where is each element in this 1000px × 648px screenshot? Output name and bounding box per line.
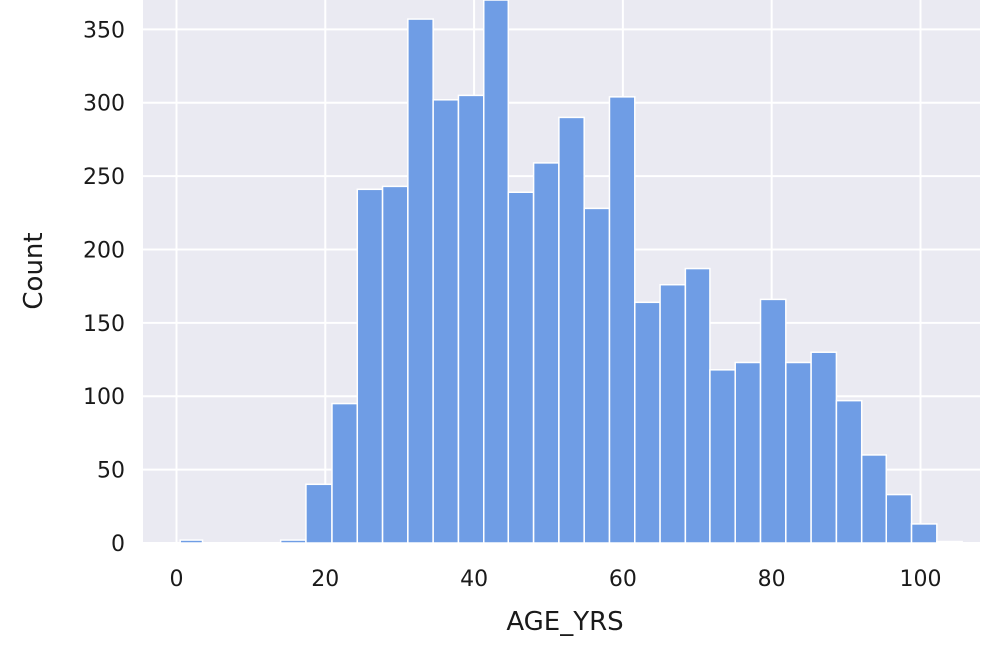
y-tick-label: 300 [83, 92, 125, 117]
histogram-bar [457, 94, 485, 544]
histogram-bar [305, 483, 333, 544]
x-tick-label: 20 [311, 567, 339, 592]
x-tick-label: 60 [609, 567, 637, 592]
y-tick-label: 200 [83, 238, 125, 263]
y-tick-labels: 0 50 100 150 200 250 300 350 [83, 18, 125, 557]
y-tick-label: 100 [83, 385, 125, 410]
histogram-bar [785, 361, 812, 544]
x-tick-label: 40 [460, 567, 488, 592]
histogram-bar [331, 402, 359, 544]
x-tick-labels: 0 20 40 60 80 100 [169, 567, 941, 592]
histogram-bar [835, 399, 863, 544]
histogram-bar [810, 351, 838, 544]
histogram-bars [179, 0, 963, 544]
histogram-bar [279, 539, 307, 544]
x-tick-label: 100 [899, 567, 941, 592]
y-tick-label: 150 [83, 312, 125, 337]
histogram-bar [407, 18, 434, 544]
histogram-bar [860, 454, 888, 544]
histogram-bar [558, 116, 585, 544]
histogram-bar [734, 361, 762, 544]
histogram-bar [759, 298, 787, 544]
y-tick-label: 0 [111, 532, 125, 557]
histogram-bar [432, 99, 460, 544]
histogram-bar [910, 523, 938, 544]
histogram-bar [356, 188, 384, 544]
histogram-bar [179, 539, 204, 544]
histogram-bar [381, 185, 409, 544]
histogram-bar [507, 191, 535, 544]
histogram-bar [608, 96, 636, 544]
x-tick-label: 0 [169, 567, 183, 592]
histogram-bar [634, 301, 661, 544]
histogram-bar [936, 540, 963, 544]
x-axis-label: AGE_YRS [506, 607, 623, 637]
histogram-bar [532, 162, 560, 544]
y-axis-label: Count [19, 232, 49, 309]
histogram-bar [709, 369, 736, 544]
histogram-bar [483, 0, 510, 544]
y-tick-label: 350 [83, 18, 125, 43]
y-tick-label: 250 [83, 165, 125, 190]
x-tick-label: 80 [758, 567, 786, 592]
histogram-bar [659, 283, 687, 544]
y-tick-label: 50 [97, 459, 125, 484]
histogram-bar [583, 207, 611, 544]
histogram-bar [885, 493, 913, 544]
histogram-bar [684, 267, 711, 544]
